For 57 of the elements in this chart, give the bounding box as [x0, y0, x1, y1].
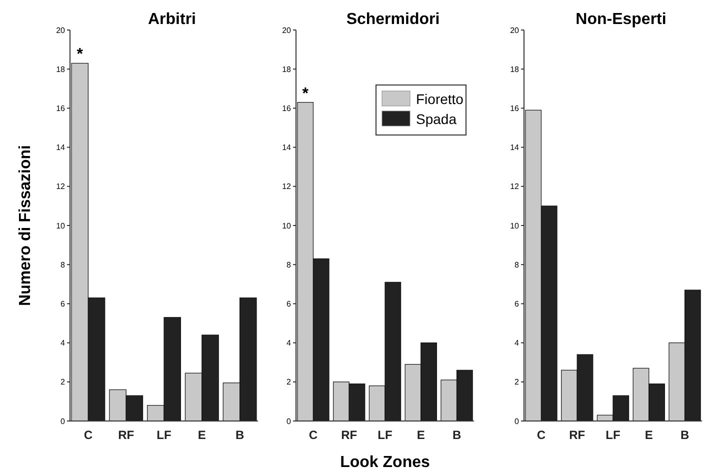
y-tick-label: 20 — [510, 26, 520, 35]
y-tick-label: 10 — [510, 221, 520, 230]
y-tick-label: 6 — [514, 300, 520, 308]
y-axis-title: Numero di Fissazioni — [17, 145, 34, 306]
y-tick-label: 18 — [282, 64, 292, 74]
x-tick-label: B — [235, 428, 244, 442]
y-tick-label: 2 — [60, 378, 66, 387]
x-axis-title: Look Zones — [340, 454, 430, 471]
x-tick-label: C — [84, 428, 93, 442]
y-tick-label: 8 — [286, 260, 292, 270]
x-tick-label: E — [416, 428, 425, 442]
x-tick-label: RF — [118, 428, 134, 442]
chart-title: Arbitri — [148, 11, 196, 28]
x-tick-label: C — [536, 428, 546, 442]
y-tick-label: 2 — [514, 378, 520, 387]
y-tick-label: 0 — [514, 416, 520, 426]
y-tick-label: 4 — [60, 338, 66, 348]
x-tick-label: E — [644, 428, 653, 442]
y-tick-label: 14 — [56, 143, 66, 152]
y-tick-label: 8 — [514, 260, 520, 270]
x-tick-label: LF — [378, 428, 392, 442]
y-tick-label: 18 — [56, 64, 66, 74]
y-tick-label: 8 — [60, 260, 66, 270]
annotation: * — [302, 85, 310, 102]
y-tick-label: 12 — [282, 182, 292, 192]
x-tick-label: RF — [569, 428, 586, 442]
chart-title: Non-Esperti — [576, 11, 666, 28]
y-tick-label: 10 — [56, 221, 66, 230]
y-tick-label: 16 — [56, 104, 66, 113]
y-tick-label: 4 — [514, 338, 520, 348]
y-tick-label: 2 — [286, 378, 292, 387]
x-tick-label: C — [308, 428, 318, 442]
y-tick-label: 14 — [510, 143, 520, 152]
y-tick-label: 10 — [282, 221, 292, 230]
y-tick-label: 16 — [282, 104, 292, 113]
legend-label: Spada — [416, 110, 457, 127]
y-tick-label: 6 — [60, 300, 66, 308]
x-tick-label: E — [198, 428, 206, 442]
y-tick-label: 18 — [510, 64, 520, 74]
x-tick-label: B — [680, 428, 690, 442]
y-tick-label: 12 — [56, 182, 66, 192]
x-tick-label: B — [452, 428, 462, 442]
y-tick-label: 14 — [282, 143, 292, 152]
x-tick-label: RF — [341, 428, 358, 442]
annotation: * — [76, 46, 84, 64]
y-tick-label: 0 — [60, 416, 66, 426]
y-tick-label: 12 — [510, 182, 520, 192]
legend-label: Fioretto — [416, 90, 464, 107]
chart-title: Schermidori — [346, 11, 440, 28]
y-tick-label: 6 — [286, 300, 292, 308]
x-tick-label: LF — [606, 428, 620, 442]
y-tick-label: 16 — [510, 104, 520, 113]
y-tick-label: 4 — [286, 338, 292, 348]
y-tick-label: 0 — [286, 416, 292, 426]
y-tick-label: 20 — [282, 26, 292, 35]
x-tick-label: LF — [156, 428, 172, 442]
y-tick-label: 20 — [56, 26, 66, 35]
